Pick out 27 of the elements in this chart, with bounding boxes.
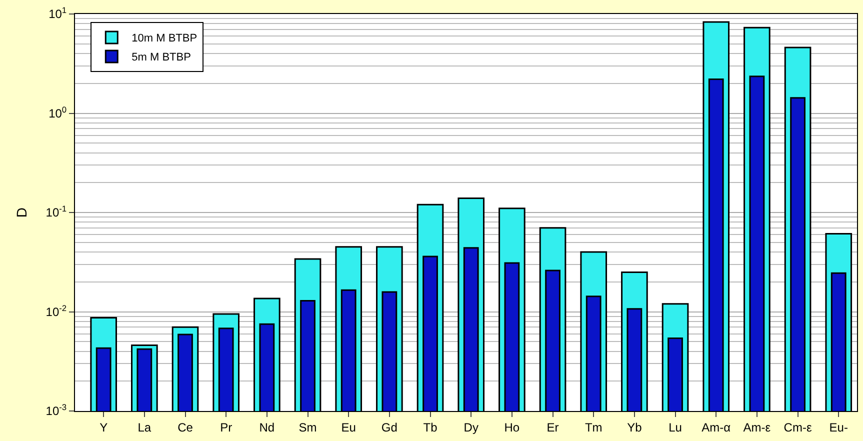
x-tick-label: Am-α [702,420,731,434]
x-tick-label: Eu [341,420,356,434]
legend-label: 5m M BTBP [132,52,191,64]
x-tick-label: Ho [504,420,520,434]
x-tick-label: Am-ε [743,420,772,434]
x-tick-label: Sm [298,420,317,434]
x-tick-label: Pr [220,420,232,434]
y-tick-label: 10$^{-1}$ [46,204,67,220]
y-tick-label: 10$^{1}$ [48,5,67,22]
legend-label: 10m M BTBP [132,32,198,45]
x-tick-label: Gd [381,420,398,434]
x-tick-label: Yb [627,420,642,434]
y-axis-title: D [13,207,30,218]
x-tick-label: La [138,420,152,434]
x-tick-label: Y [100,420,108,434]
y-tick-label: 10$^{-2}$ [46,302,67,319]
x-tick-label: Lu [668,420,682,434]
x-tick-label: Eu- [829,420,848,434]
x-tick-label: Tm [584,420,602,434]
y-tick-label: 10$^{-3}$ [46,402,67,418]
y-tick-label: 10$^{0}$ [48,104,67,120]
x-tick-label: Dy [464,420,478,434]
x-tick-label: Er [546,420,559,434]
x-tick-label: Cm-ε [784,420,812,434]
x-tick-label: Nd [259,420,275,434]
x-tick-label: Tb [423,420,438,434]
x-tick-label: Ce [178,420,194,434]
